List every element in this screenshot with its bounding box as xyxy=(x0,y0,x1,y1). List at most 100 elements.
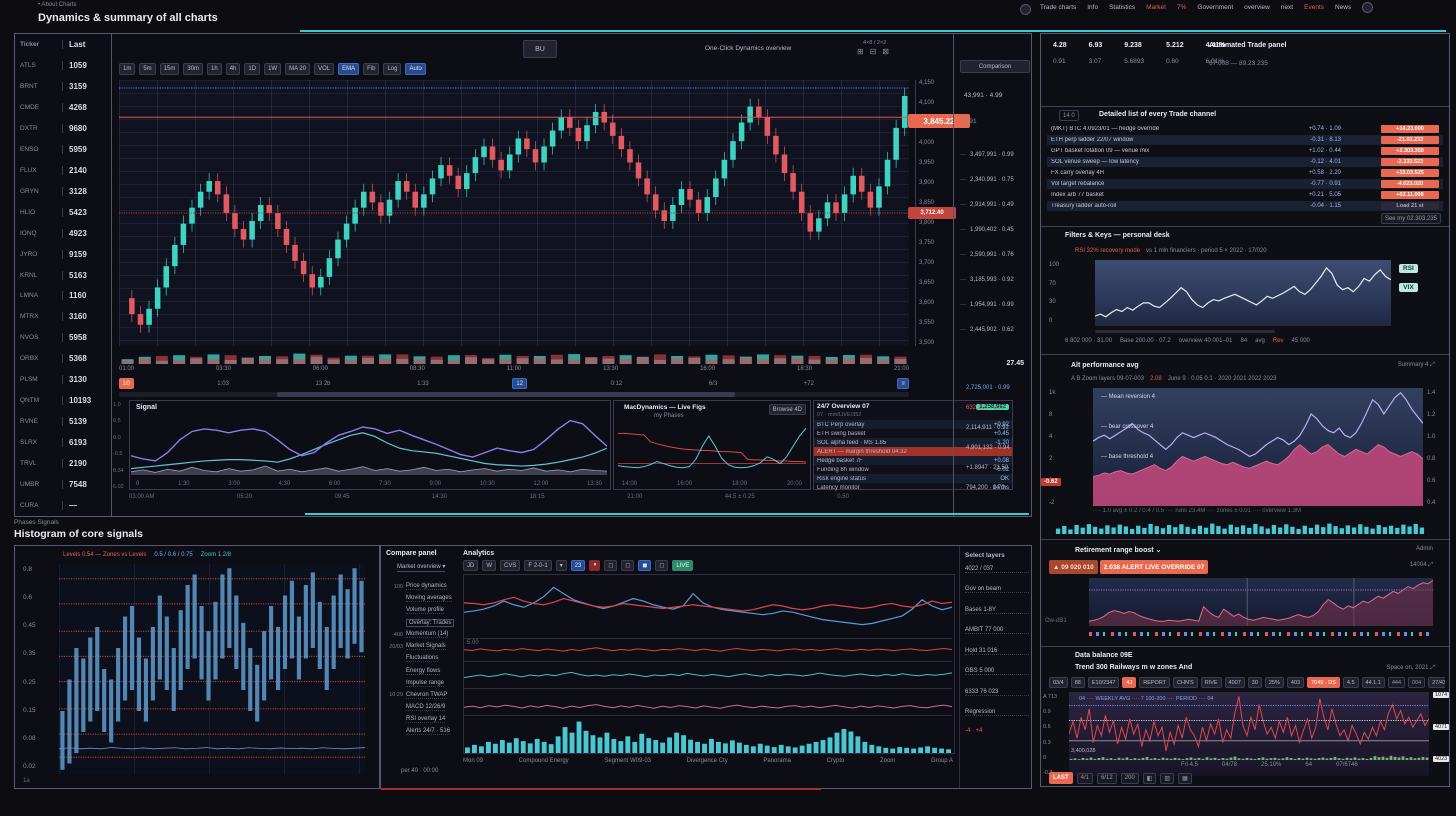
timeframe-chip[interactable]: VOL xyxy=(314,63,335,75)
rail-row[interactable]: —3,185,993 · 0.92 xyxy=(960,276,1014,283)
histogram-chart[interactable] xyxy=(59,564,365,774)
balance-chip[interactable]: E10/2347 xyxy=(1087,677,1120,688)
rail-row[interactable]: —2,445,902 · 0.62 xyxy=(960,326,1014,333)
watchlist-row[interactable]: KRNL 5163 xyxy=(15,265,111,286)
trade-row[interactable]: (MKT) BTC 4.0923/01 — hedge override +0.… xyxy=(1047,124,1443,134)
indicator-chart[interactable] xyxy=(618,423,806,475)
footer-chip[interactable]: 0:12 xyxy=(610,380,623,387)
last-button[interactable]: LAST xyxy=(1049,772,1073,784)
analytics-chip[interactable]: JD xyxy=(463,560,479,571)
timeframe-chip[interactable]: Log xyxy=(383,63,402,75)
pager-button[interactable]: 200 xyxy=(1120,772,1139,784)
analytics-chip[interactable]: F 2-0-1 xyxy=(524,560,552,571)
timeframe-chip[interactable]: MA 20 xyxy=(285,63,311,75)
watchlist-row[interactable]: FLUX 2140 xyxy=(15,160,111,181)
volume-strip-chart[interactable] xyxy=(119,348,909,364)
trade-row[interactable]: Index arb 77 basket +0.21 · 5.05 +02.11.… xyxy=(1047,190,1443,200)
layers-row[interactable]: Hold 31 016 xyxy=(965,648,1029,655)
watchlist-row[interactable]: JYRO 9159 xyxy=(15,244,111,265)
balance-chip[interactable]: 7049 · DS xyxy=(1307,677,1340,688)
rail-colored-row[interactable]: · 2,114,911 · 0.92 xyxy=(960,425,1009,431)
table-count-chip[interactable]: 14 0 xyxy=(1059,110,1079,121)
watchlist-row[interactable]: IONQ 4923 xyxy=(15,223,111,244)
see-trades-button[interactable]: See my 02.303.235 xyxy=(1380,213,1441,224)
settings-icon[interactable] xyxy=(1362,1,1374,13)
compare-sidebar-row[interactable]: Overlay: Trades xyxy=(383,618,455,627)
rail-colored-row[interactable]: · +1.8947 · 21.50 xyxy=(960,465,1009,471)
top-nav-item[interactable]: next xyxy=(1280,3,1294,11)
top-nav-item[interactable]: News xyxy=(1335,3,1352,11)
compare-sidebar-row[interactable]: Impulse range xyxy=(383,679,455,688)
overview-row[interactable]: Funding 8h window -0.02 xyxy=(814,465,1012,474)
analytics-chip[interactable]: ◻ xyxy=(655,560,669,571)
rail-row[interactable]: —2,914,991 · 0.49 xyxy=(960,201,1014,208)
analytics-chip[interactable]: LIVE xyxy=(672,560,694,571)
rail-row[interactable]: —3,497,991 · 0.99 xyxy=(960,151,1014,158)
analytics-chip[interactable]: CVS xyxy=(500,560,521,571)
timeframe-chip[interactable]: 1W xyxy=(264,63,282,75)
compare-sidebar-row[interactable]: 100 Price dynamics xyxy=(383,582,455,591)
rail-colored-row[interactable]: · 632,223 · 0.19 xyxy=(960,405,1005,411)
balance-chip[interactable]: CHN'S xyxy=(1173,677,1198,688)
balance-chip[interactable]: 004 xyxy=(1408,677,1426,688)
timeframe-chip[interactable]: 1h xyxy=(207,63,222,75)
compare-sidebar-row[interactable]: Alerts 24/7 · 516 xyxy=(383,727,455,736)
balance-chip[interactable]: 25% xyxy=(1264,677,1284,688)
performance-chart[interactable] xyxy=(1093,388,1423,506)
top-nav-item[interactable]: 7% xyxy=(1176,3,1187,11)
watchlist-row[interactable]: ATLS 1059 xyxy=(15,55,111,76)
layers-row[interactable]: 4022 / 037 xyxy=(965,566,1029,573)
timeframe-chip[interactable]: Auto xyxy=(405,63,426,75)
compare-sidebar-row[interactable]: Fluctuations xyxy=(383,654,455,663)
signals-chart[interactable] xyxy=(1095,260,1391,326)
pager-button[interactable]: ▥ xyxy=(1160,772,1175,784)
trade-row-button[interactable]: +2.303.350 xyxy=(1381,147,1439,155)
layers-row[interactable]: Gov on beam xyxy=(965,586,1029,594)
balance-chip[interactable]: 4007 xyxy=(1224,677,1245,688)
watchlist-row[interactable]: RVNE 5139 xyxy=(15,411,111,432)
timeframe-chip[interactable]: 1D xyxy=(244,63,261,75)
footer-chip[interactable]: 12 xyxy=(512,378,528,389)
rail-colored-row[interactable]: · 794,200 · 0.70 xyxy=(960,485,1005,491)
timeframe-chip[interactable]: 1m xyxy=(119,63,136,75)
compare-sidebar-row[interactable]: RSI overlay 14 xyxy=(383,715,455,724)
trade-row[interactable]: GPT basket rotation 09 — venue mix +1.02… xyxy=(1047,146,1443,156)
compare-sidebar-row[interactable]: -400 Momentum (14) xyxy=(383,630,455,639)
overview-row[interactable]: Hedge basket 7F +0.08 xyxy=(814,456,1012,465)
compare-sidebar-row[interactable]: Moving averages xyxy=(383,594,455,603)
balance-chip[interactable]: REPORT xyxy=(1139,677,1171,688)
momentum-chart[interactable] xyxy=(464,638,952,661)
pager-button[interactable]: 4/1 xyxy=(1076,772,1094,784)
timeframe-chip[interactable]: Fib xyxy=(363,63,380,75)
user-avatar-icon[interactable] xyxy=(1020,3,1031,15)
trade-row[interactable]: Vol target rebalance -0.77 · 0.91 -4.023… xyxy=(1047,179,1443,189)
top-nav-item[interactable]: Info xyxy=(1087,3,1099,11)
breakdown-banner-chip[interactable]: ▲ 09 020 010 xyxy=(1049,560,1098,574)
overlay-lines-chart[interactable] xyxy=(464,575,952,637)
performance-link[interactable]: Summary 4 ⤢ xyxy=(1397,362,1435,368)
balance-chart[interactable] xyxy=(1069,692,1429,776)
timeframe-chip[interactable]: EMA xyxy=(338,63,360,75)
watchlist-row[interactable]: SLRX 6193 xyxy=(15,432,111,453)
performance-histogram[interactable] xyxy=(1055,516,1425,534)
timeframe-chip[interactable]: 4h xyxy=(225,63,241,75)
watchlist-row[interactable]: PLSM 3130 xyxy=(15,369,111,390)
trade-row-button[interactable]: +33.03.525 xyxy=(1381,169,1439,177)
watchlist-row[interactable]: ENSO 5959 xyxy=(15,139,111,160)
layers-row[interactable]: AMBIT 77 000 xyxy=(965,627,1029,635)
rail-colored-row[interactable]: · 4,901,132 · 0.94 xyxy=(960,445,1010,451)
signals-badge[interactable]: RSI xyxy=(1399,264,1418,273)
balance-chip[interactable]: 403 xyxy=(1286,677,1305,688)
watchlist-row[interactable]: UMBR 7548 xyxy=(15,474,111,495)
overview-row[interactable]: Risk engine status OK xyxy=(814,474,1012,483)
footer-chip[interactable]: +72 xyxy=(803,380,814,387)
rail-row[interactable]: —2,590,991 · 0.76 xyxy=(960,251,1014,258)
overview-row[interactable]: BTC Perp overlay +0.92 xyxy=(814,420,1012,429)
balance-chip[interactable]: 444 xyxy=(1387,677,1406,688)
balance-chip[interactable]: 30 xyxy=(1247,677,1262,688)
breakdown-banner-chip[interactable]: 2.038 ALERT LIVE OVERRIDE 07 xyxy=(1099,560,1209,574)
browse-button[interactable]: Browse 4D xyxy=(768,404,806,415)
analytics-chip[interactable]: ◻ xyxy=(604,560,618,571)
footer-chip[interactable]: 6/3 xyxy=(708,380,718,387)
top-nav-item[interactable]: Government xyxy=(1197,3,1234,11)
